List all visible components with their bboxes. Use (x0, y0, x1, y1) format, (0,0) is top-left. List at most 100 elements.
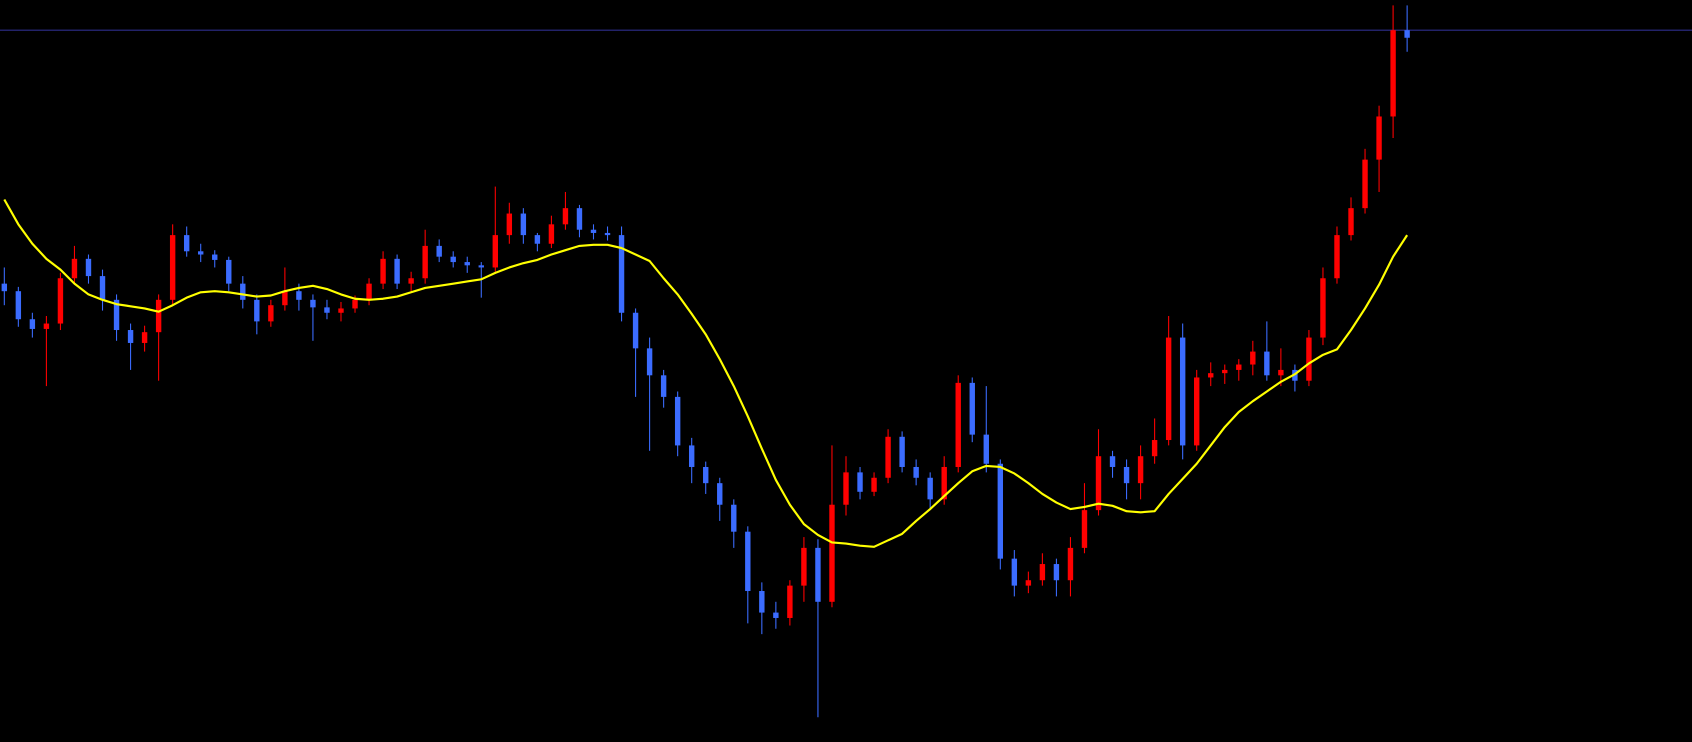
candle-body (1095, 456, 1102, 511)
candle-body (1081, 510, 1088, 548)
candle-body (169, 235, 176, 300)
candle-body (1320, 278, 1326, 338)
candle-body (43, 323, 50, 329)
candle-body (1264, 351, 1270, 376)
candle-body (183, 235, 190, 252)
candle-body (1390, 30, 1396, 117)
candle-body (1137, 456, 1144, 484)
candle-body (1376, 116, 1382, 160)
candle-body (113, 299, 120, 331)
candle-body (688, 445, 695, 467)
candle-body (1236, 364, 1242, 370)
candle-body (1194, 377, 1200, 446)
candle-body (85, 258, 92, 277)
candle-body (422, 245, 428, 279)
candle-body (29, 319, 36, 329)
candle-body (99, 276, 106, 300)
candle-body (997, 463, 1004, 559)
candle-body (646, 348, 653, 376)
candle-body (380, 258, 386, 284)
candle-body (408, 278, 414, 284)
candle-body (506, 213, 513, 236)
candle-body (366, 283, 372, 300)
candle-body (899, 436, 905, 467)
candle-body (127, 330, 134, 343)
candle-body (1334, 235, 1340, 279)
candle-body (955, 382, 961, 467)
candle-body (660, 375, 667, 397)
candle-body (492, 235, 498, 268)
candle-body (871, 477, 877, 492)
moving-average (3, 198, 1409, 548)
candle-body (759, 591, 765, 613)
candle-body (534, 235, 541, 244)
candle-body (155, 299, 162, 333)
candle-body (352, 299, 358, 309)
candle-body (941, 466, 947, 500)
candle-body (198, 251, 204, 255)
candle-body (478, 265, 484, 268)
candle-body (212, 254, 218, 260)
candle-body (787, 585, 793, 618)
candle-body (436, 245, 442, 257)
candle-body (1011, 558, 1018, 586)
candle-body (703, 466, 709, 484)
candle-body (590, 229, 597, 233)
candle-body (717, 483, 723, 505)
candle-body (983, 434, 989, 464)
candle-body (15, 291, 22, 320)
candle-body (1222, 369, 1228, 374)
candle-body (141, 332, 148, 343)
candle-body (394, 258, 400, 284)
candle-body (1067, 547, 1074, 581)
candle-body (801, 547, 807, 586)
candle-body (324, 307, 330, 313)
candle-body (226, 259, 232, 284)
candle-body (576, 208, 583, 230)
candle-body (815, 547, 821, 602)
candle-body (310, 299, 316, 308)
candle-body (71, 258, 78, 279)
candle-body (240, 283, 246, 300)
candle-body (731, 504, 737, 532)
candle-body (857, 472, 863, 492)
candle-body (1362, 159, 1368, 209)
candle-body (829, 504, 835, 602)
candle-body (1306, 337, 1312, 381)
candle-body (1025, 580, 1032, 586)
candle-body (268, 305, 274, 322)
candle-body (520, 213, 527, 236)
candle-body (282, 291, 288, 306)
candle-body (1278, 369, 1284, 376)
candle-body (57, 278, 64, 324)
candle-body (1123, 466, 1130, 484)
candle-body (1151, 440, 1158, 457)
candle-body (450, 256, 456, 263)
candle-body (885, 436, 891, 478)
candle-body (773, 612, 779, 618)
candle-body (618, 235, 625, 313)
candle-body (296, 291, 302, 300)
candle-body (464, 262, 470, 266)
candle-body (1208, 373, 1214, 378)
candle-body (562, 208, 569, 225)
candle-body (338, 308, 344, 313)
candle-body (1250, 351, 1256, 365)
candle-body (745, 531, 751, 592)
candle-body (1, 283, 8, 292)
candle-body (843, 472, 849, 505)
candle-body (1348, 208, 1354, 236)
candle-body (1109, 456, 1116, 467)
candle-body (604, 232, 611, 236)
candle-body (1404, 30, 1410, 38)
candle-body (927, 477, 933, 500)
candle-body (1053, 564, 1060, 581)
candle-body (632, 312, 639, 349)
candle-body (254, 299, 260, 322)
candle-body (1039, 564, 1046, 581)
candle-body (969, 382, 975, 435)
candle-body (913, 466, 919, 478)
